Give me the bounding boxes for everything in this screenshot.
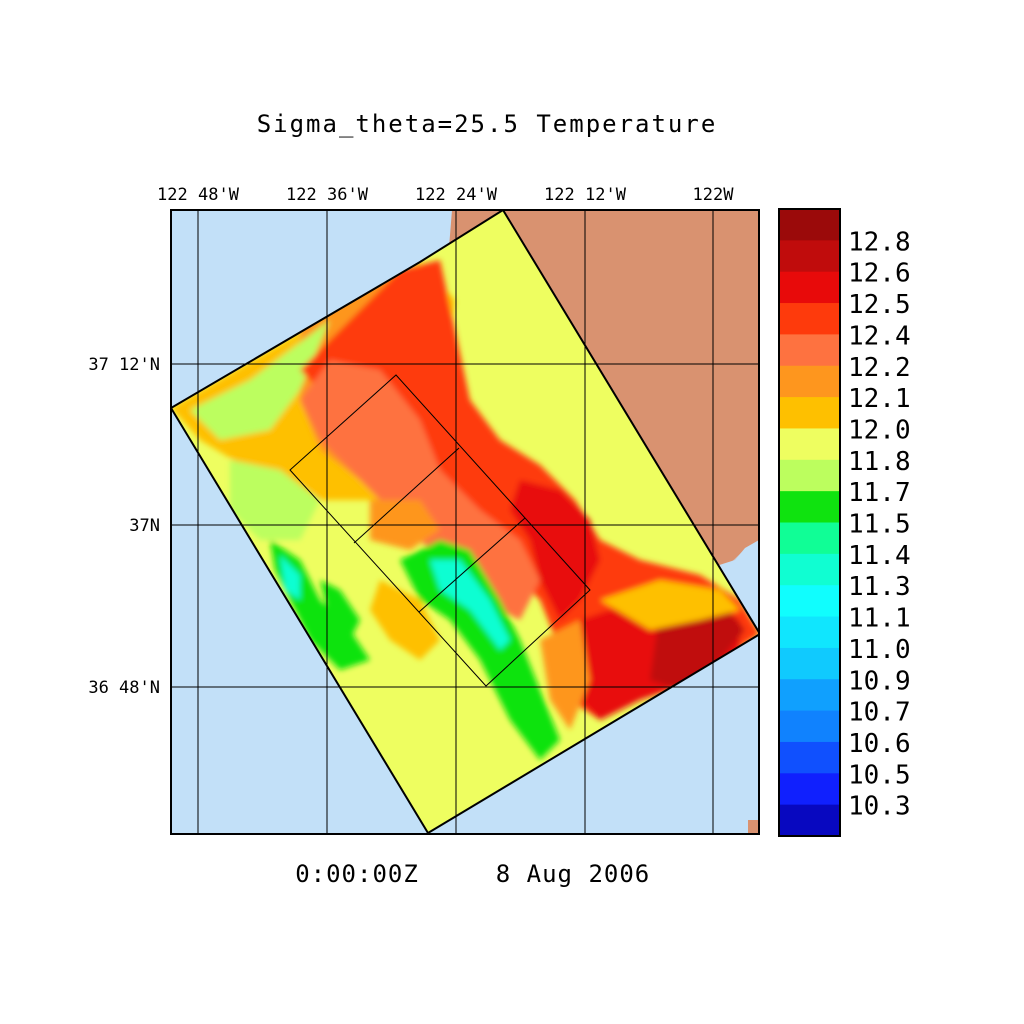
colorbar-swatch xyxy=(779,804,840,837)
colorbar-swatch xyxy=(779,741,840,774)
colorbar-swatch xyxy=(779,240,840,273)
lon-label-4: 122 12'W xyxy=(544,185,627,205)
colorbar-swatch xyxy=(779,647,840,680)
colorbar-swatch xyxy=(779,585,840,618)
nested-grid-boxes xyxy=(289,374,591,687)
lat-label-1: 37 12'N xyxy=(88,355,160,375)
colorbar-label: 10.9 xyxy=(848,666,911,696)
colorbar-swatch xyxy=(779,616,840,649)
lat-label-2: 37N xyxy=(129,516,160,536)
colorbar-labels: 12.812.612.512.412.212.112.011.811.711.5… xyxy=(848,227,911,821)
longitude-labels: 122 48'W 122 36'W 122 24'W 122 12'W 122W xyxy=(157,185,734,205)
colorbar-swatch xyxy=(779,553,840,586)
colorbar-label: 10.5 xyxy=(848,760,911,790)
colorbar-label: 12.8 xyxy=(848,227,911,257)
colorbar-label: 12.0 xyxy=(848,415,911,445)
colorbar-label: 11.4 xyxy=(848,541,911,571)
colorbar-swatch xyxy=(779,679,840,712)
colorbar-label: 11.3 xyxy=(848,572,911,602)
colorbar-label: 11.1 xyxy=(848,604,911,634)
colorbar-swatch xyxy=(779,397,840,429)
model-domain-outline xyxy=(171,210,759,834)
colorbar-label: 12.4 xyxy=(848,321,911,351)
colorbar-swatch xyxy=(779,522,840,555)
lon-label-1: 122 48'W xyxy=(157,185,240,205)
colorbar-swatch xyxy=(779,271,840,304)
colorbar-label: 12.2 xyxy=(848,353,911,383)
lon-label-3: 122 24'W xyxy=(415,185,498,205)
colorbar-swatch xyxy=(779,773,840,806)
colorbar-label: 10.3 xyxy=(848,792,911,822)
graticule xyxy=(171,210,759,834)
colorbar-label: 10.6 xyxy=(848,729,911,759)
lat-label-3: 36 48'N xyxy=(88,678,160,698)
latitude-labels: 37 12'N 37N 36 48'N xyxy=(88,355,160,698)
colorbar-swatch xyxy=(779,491,840,523)
colorbar-swatch xyxy=(779,209,840,241)
plot-title: Sigma_theta=25.5 Temperature xyxy=(257,110,718,138)
colorbar-swatch xyxy=(779,365,840,398)
colorbar-label: 11.7 xyxy=(848,478,911,508)
colorbar xyxy=(778,208,841,837)
colorbar-label: 10.7 xyxy=(848,698,911,728)
date-label: 8 Aug 2006 xyxy=(496,860,651,888)
colorbar-label: 12.5 xyxy=(848,290,911,320)
colorbar-label: 12.6 xyxy=(848,259,911,289)
lon-label-2: 122 36'W xyxy=(286,185,369,205)
colorbar-swatch xyxy=(779,428,840,461)
colorbar-frame xyxy=(778,208,841,837)
map-frame xyxy=(170,209,760,835)
colorbar-label: 11.0 xyxy=(848,635,911,665)
colorbar-swatch xyxy=(779,459,840,492)
lon-label-5: 122W xyxy=(693,185,735,205)
map-area xyxy=(171,210,759,834)
land-fragment xyxy=(748,820,759,834)
timestamp: 0:00:00Z xyxy=(295,860,419,888)
colorbar-swatch xyxy=(779,303,840,335)
colorbar-label: 12.1 xyxy=(848,384,911,414)
colorbar-swatch xyxy=(779,334,840,367)
colorbar-label: 11.8 xyxy=(848,447,911,477)
colorbar-swatch xyxy=(779,710,840,743)
colorbar-label: 11.5 xyxy=(848,510,911,540)
